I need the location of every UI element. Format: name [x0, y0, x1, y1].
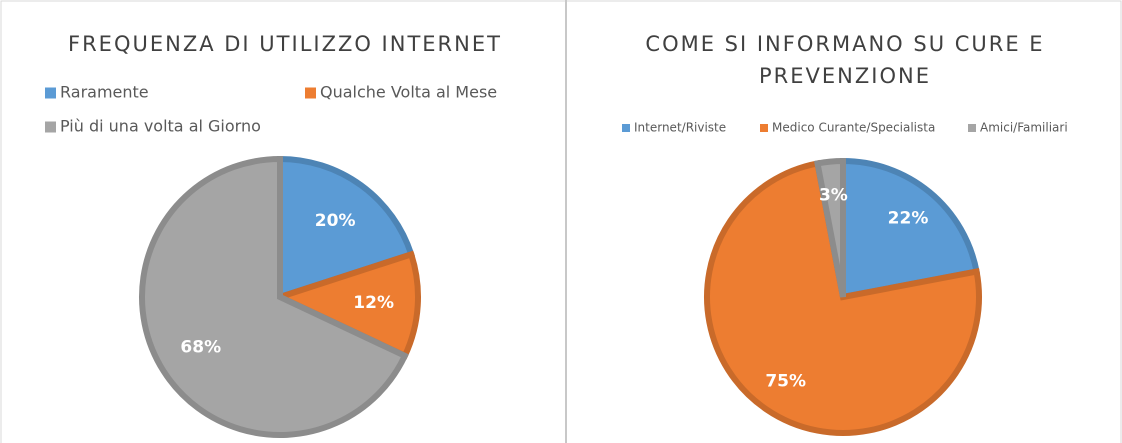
- chart-title: FREQUENZA DI UTILIZZO INTERNET: [68, 32, 502, 56]
- data-label: 20%: [315, 211, 356, 231]
- data-label: 3%: [819, 185, 848, 205]
- chart-title: COME SI INFORMANO SU CURE E PREVENZIONE: [645, 32, 1045, 88]
- legend-label: Più di una volta al Giorno: [60, 117, 261, 136]
- data-label: 12%: [353, 293, 394, 313]
- pie-slice: [814, 157, 846, 298]
- data-label: 68%: [180, 337, 221, 357]
- legend-label: Qualche Volta al Mese: [320, 83, 497, 102]
- legend-label: Amici/Familiari: [980, 121, 1068, 135]
- legend-swatch: [45, 121, 56, 133]
- legend-swatch: [622, 124, 630, 132]
- legend-swatch: [760, 124, 768, 132]
- pie-slice: [840, 157, 981, 301]
- data-label: 75%: [765, 371, 806, 391]
- legend-label: Raramente: [60, 83, 149, 102]
- legend-label: Medico Curante/Specialista: [772, 121, 935, 135]
- legend-swatch: [968, 124, 976, 132]
- legend-label: Internet/Riviste: [634, 121, 726, 135]
- legend-swatch: [45, 87, 56, 99]
- pie-slice: [704, 159, 982, 436]
- data-label: 22%: [888, 208, 929, 228]
- pie-slice: [139, 155, 409, 438]
- legend-swatch: [305, 87, 316, 99]
- pie-slice: [271, 250, 421, 360]
